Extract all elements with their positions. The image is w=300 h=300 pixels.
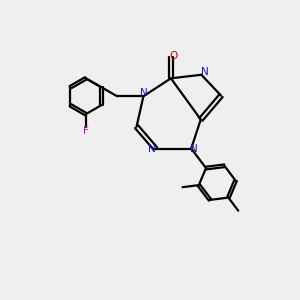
Text: O: O: [170, 51, 178, 61]
Text: N: N: [201, 68, 209, 77]
Text: F: F: [83, 126, 89, 136]
Text: N: N: [140, 88, 147, 98]
Text: N: N: [190, 143, 198, 154]
Text: N: N: [148, 143, 156, 154]
